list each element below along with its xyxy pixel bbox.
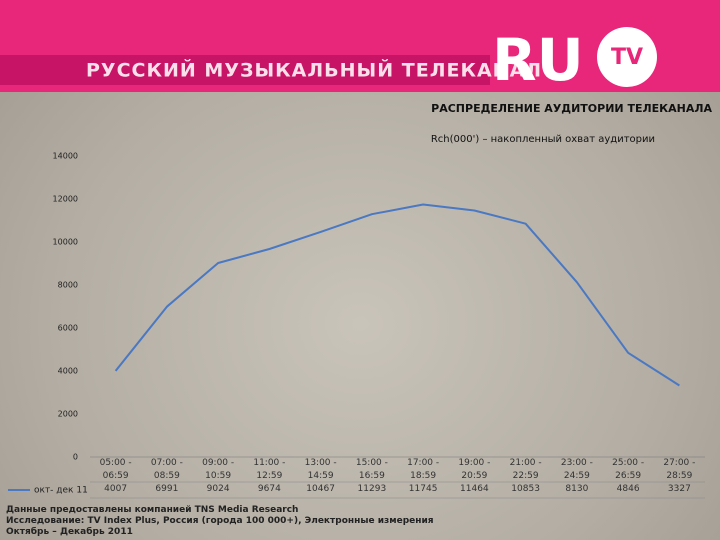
data-label: 11293 <box>357 484 387 494</box>
y-tick-label: 12000 <box>53 195 78 204</box>
footer-line: Октябрь – Декабрь 2011 <box>6 527 133 537</box>
x-tick-label: 23:00 - 24:59 <box>560 458 593 481</box>
x-tick-label: 13:00 - 14:59 <box>304 458 337 481</box>
x-tick-label: 09:00 - 10:59 <box>202 458 235 481</box>
x-tick-label: 05:00 - 06:59 <box>99 458 132 481</box>
x-tick-label: 11:00 - 12:59 <box>253 458 286 481</box>
y-tick-label: 8000 <box>58 281 78 290</box>
footer-line: Данные предоставлены компанией TNS Media… <box>6 505 299 515</box>
y-tick-label: 4000 <box>58 367 78 376</box>
y-tick-label: 10000 <box>53 238 78 247</box>
logo-badge: TV <box>611 45 643 70</box>
y-tick-label: 6000 <box>58 324 78 333</box>
series-line <box>114 203 680 387</box>
logo: RU <box>492 26 584 94</box>
x-tick-label: 07:00 - 08:59 <box>150 458 183 481</box>
data-label: 10467 <box>306 484 335 494</box>
x-tick-label: 25:00 - 26:59 <box>612 458 645 481</box>
data-label: 11464 <box>460 484 489 494</box>
data-label: 9674 <box>257 484 281 494</box>
x-tick-label: 21:00 - 22:59 <box>509 458 542 481</box>
chart-subtitle: Rch(000') – накопленный охват аудитории <box>431 134 655 145</box>
banner-text: РУССКИЙ МУЗЫКАЛЬНЫЙ ТЕЛЕКАНАЛ <box>86 59 542 82</box>
data-label: 6991 <box>155 484 179 494</box>
footer-line: Исследование: TV Index Plus, Россия (гор… <box>6 516 434 526</box>
data-label: 9024 <box>206 484 230 494</box>
y-tick-label: 0 <box>73 453 78 462</box>
data-label: 10853 <box>511 484 540 494</box>
legend-label: окт- дек 11 <box>34 486 88 496</box>
chart-title: РАСПРЕДЕЛЕНИЕ АУДИТОРИИ ТЕЛЕКАНАЛА <box>431 102 712 115</box>
x-tick-label: 27:00 - 28:59 <box>663 458 696 481</box>
banner-strip <box>0 55 490 85</box>
data-label: 8130 <box>565 484 589 494</box>
y-tick-label: 2000 <box>58 410 78 419</box>
data-label: 11745 <box>408 484 438 494</box>
x-tick-label: 17:00 - 18:59 <box>407 458 440 481</box>
x-tick-label: 15:00 - 16:59 <box>355 458 388 481</box>
x-tick-label: 19:00 - 20:59 <box>458 458 491 481</box>
data-label: 3327 <box>667 484 691 494</box>
y-tick-label: 14000 <box>53 152 78 161</box>
data-label: 4846 <box>616 484 640 494</box>
data-label: 4007 <box>104 484 128 494</box>
logo-circle <box>597 27 657 87</box>
